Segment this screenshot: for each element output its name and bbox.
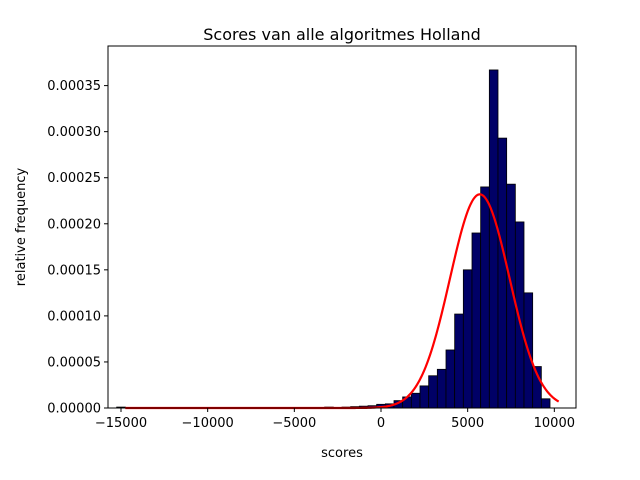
histogram-bar [419, 385, 430, 409]
x-tick-label: −10000 [182, 416, 234, 431]
histogram-bar [471, 232, 482, 409]
histogram-bar [428, 375, 438, 409]
y-tick-label: 0.00030 [47, 125, 101, 140]
y-tick-label: 0.00025 [47, 171, 101, 186]
chart-title: Scores van alle algoritmes Holland [203, 25, 481, 44]
y-tick-label: 0.00035 [47, 79, 101, 94]
histogram-bar [462, 269, 473, 409]
x-axis-label: scores [321, 446, 363, 461]
y-tick-label: 0.00000 [47, 402, 101, 417]
histogram-bar [445, 349, 456, 409]
y-tick-label: 0.00010 [47, 309, 101, 324]
x-tick-label: −15000 [95, 416, 147, 431]
histogram-bar [436, 368, 447, 409]
histogram-bar [454, 313, 464, 409]
x-axis-ticks: −15000 −10000 −5000 0 5000 10000 [95, 408, 575, 431]
x-tick-label: 0 [377, 416, 385, 431]
histogram-bar [480, 186, 490, 409]
histogram-bar [410, 392, 421, 409]
x-tick-label: −5000 [272, 416, 316, 431]
y-axis-label: relative frequency [14, 168, 29, 287]
histogram-bar [497, 137, 508, 409]
x-tick-label: 10000 [534, 416, 575, 431]
histogram-bar [488, 69, 499, 409]
x-tick-label: 5000 [451, 416, 484, 431]
y-axis-ticks: 0.00000 0.00005 0.00010 0.00015 0.00020 0.000… [47, 79, 108, 417]
y-tick-label: 0.00020 [47, 217, 101, 232]
plot-frame [107, 45, 577, 409]
histogram-bar [540, 398, 551, 409]
y-tick-label: 0.00005 [47, 355, 101, 370]
histogram-bar [514, 221, 525, 409]
y-tick-label: 0.00015 [47, 263, 101, 278]
